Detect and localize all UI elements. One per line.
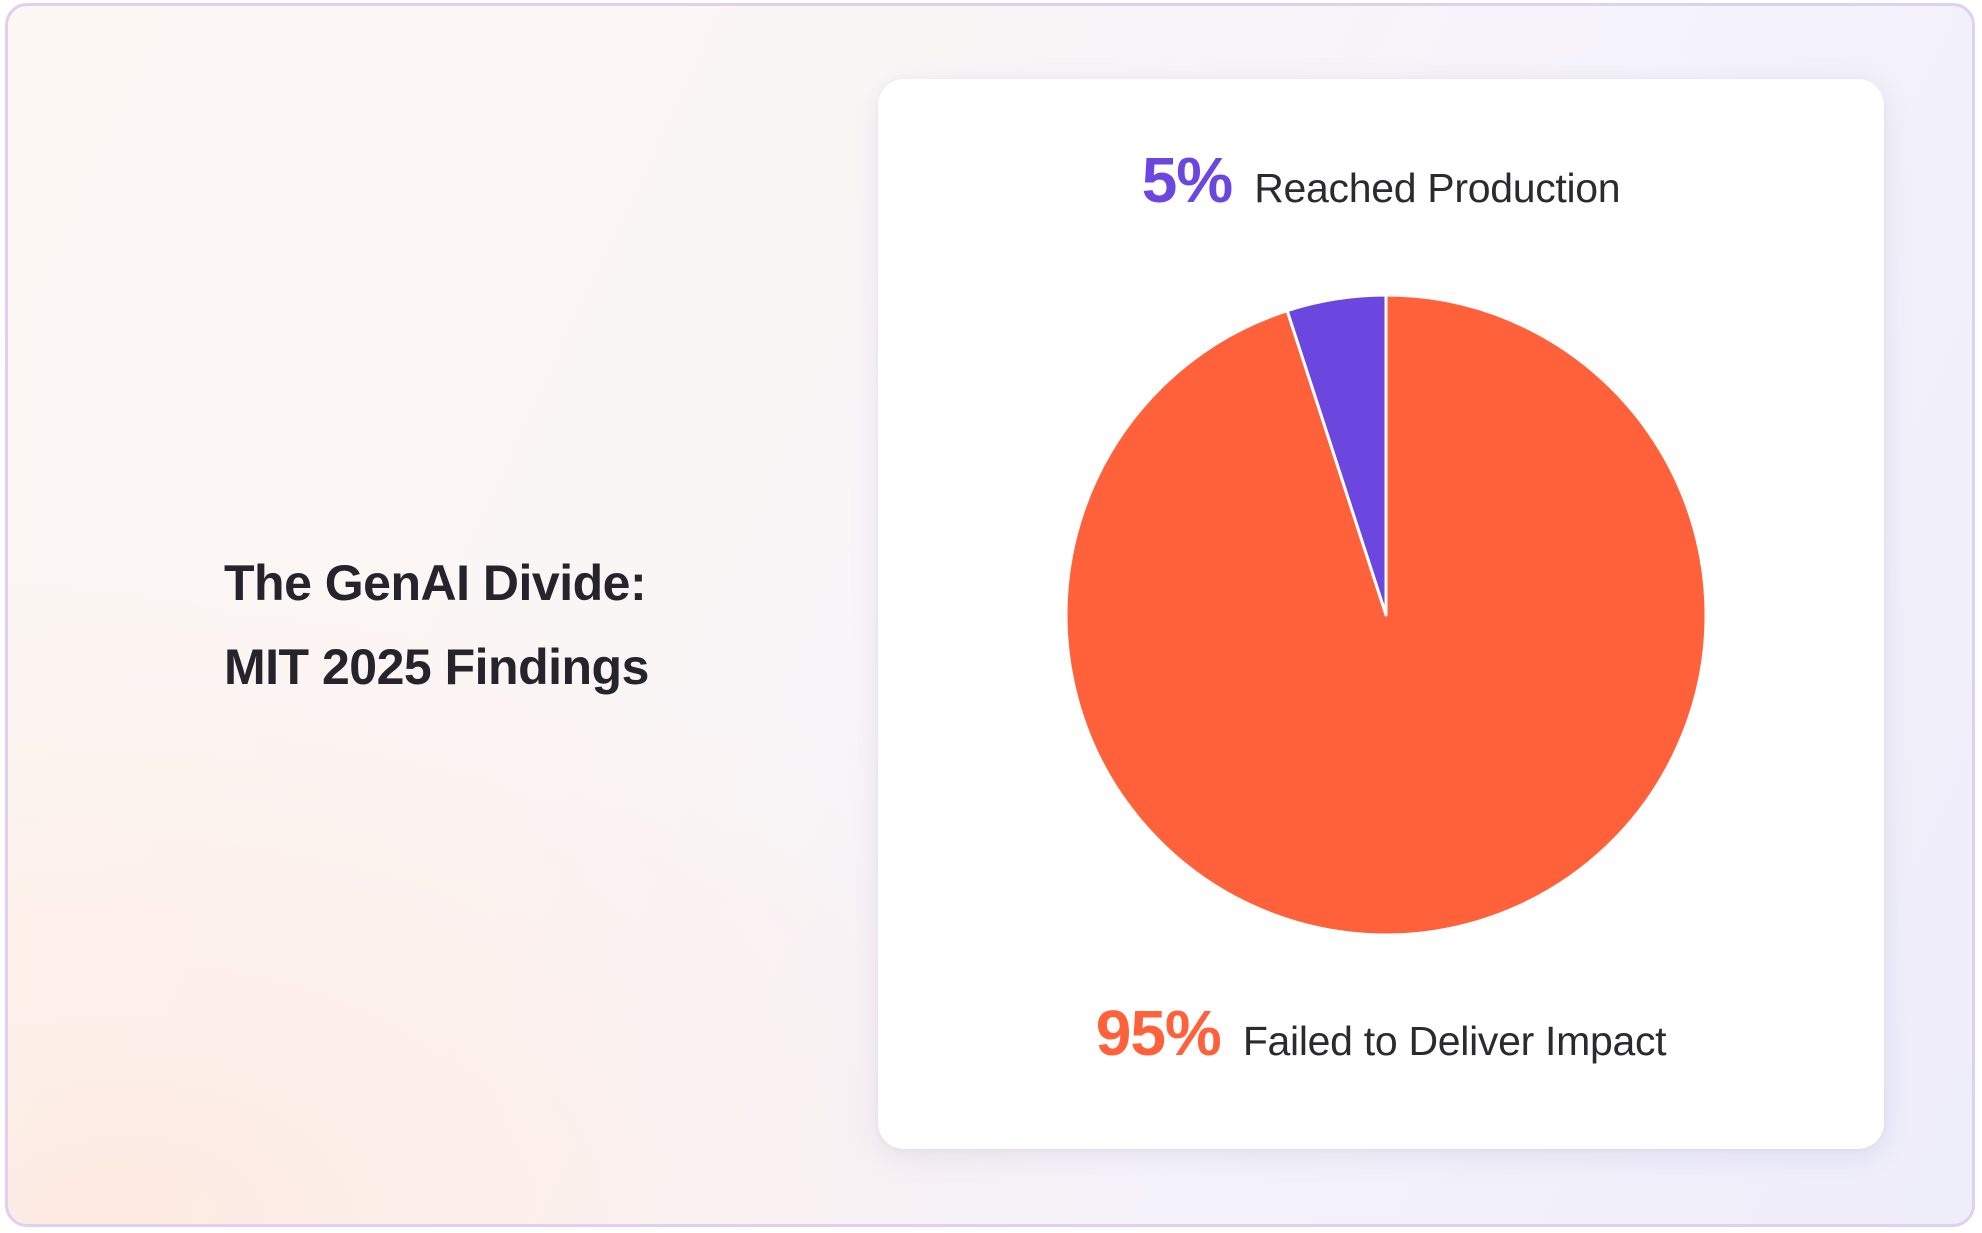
reached-percent-label: 5% [1141,144,1233,216]
slide-title: The GenAI Divide: MIT 2025 Findings [224,541,649,709]
chart-card: 5% Reached Production 95% Failed to Deli… [878,79,1884,1149]
legend-reached: 5% Reached Production [878,143,1884,217]
pie-slice-failed [1064,293,1708,937]
reached-series-label: Reached Production [1254,165,1621,211]
title-line-1: The GenAI Divide: [224,555,647,611]
pie-chart [1064,293,1708,937]
title-line-2: MIT 2025 Findings [224,639,649,695]
legend-failed: 95% Failed to Deliver Impact [878,996,1884,1070]
failed-series-label: Failed to Deliver Impact [1242,1018,1667,1064]
failed-percent-label: 95% [1095,997,1222,1069]
